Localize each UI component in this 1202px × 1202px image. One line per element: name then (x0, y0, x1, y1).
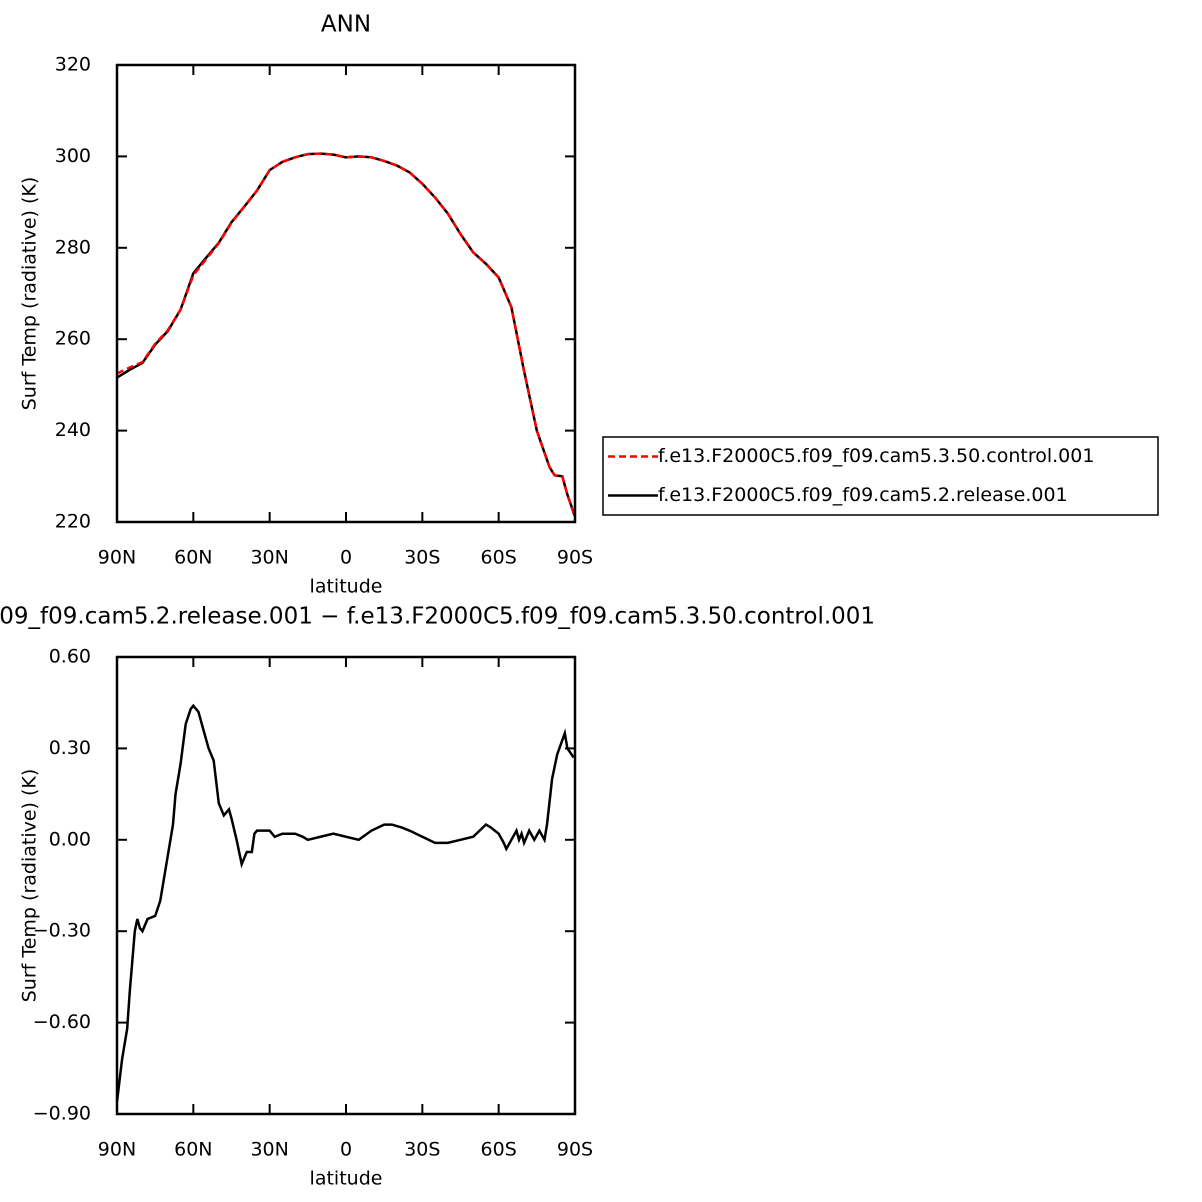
y-tick-label: −0.60 (33, 1011, 91, 1033)
x-tick-label: 90N (98, 547, 136, 569)
x-tick-label: 30S (404, 1139, 440, 1161)
x-tick-label: 30S (404, 547, 440, 569)
x-tick-label: 30N (250, 547, 288, 569)
y-tick-label: 220 (55, 511, 91, 533)
x-tick-label: 60N (174, 547, 212, 569)
x-tick-label: 60N (174, 1139, 212, 1161)
data-line (116, 152, 577, 517)
x-tick-label: 90S (557, 1139, 593, 1161)
legend-label: f.e13.F2000C5.f09_f09.cam5.2.release.001 (658, 484, 1068, 506)
chart-title: ANN (321, 12, 371, 38)
y-tick-label: 280 (55, 236, 91, 258)
x-tick-label: 0 (340, 1139, 352, 1161)
x-tick-label: 90N (98, 1139, 136, 1161)
data-line (116, 152, 577, 518)
y-tick-label: 0.60 (49, 646, 91, 668)
y-tick-label: 0.00 (49, 828, 91, 850)
y-tick-label: 0.30 (49, 737, 91, 759)
y-tick-label: 240 (55, 419, 91, 441)
legend-box (602, 436, 1159, 516)
data-line (115, 703, 575, 1102)
y-tick-label: −0.30 (33, 920, 91, 942)
x-tick-label: 30N (250, 1139, 288, 1161)
x-axis-label: latitude (310, 1168, 383, 1190)
y-tick-label: 260 (55, 328, 91, 350)
plot-frame (115, 655, 577, 1116)
x-tick-label: 60S (481, 547, 517, 569)
chart-title: f.e13.F2000C5.f09_f09.cam5.2.release.001… (0, 604, 875, 630)
x-tick-label: 0 (340, 547, 352, 569)
legend-label: f.e13.F2000C5.f09_f09.cam5.3.50.control.… (658, 445, 1094, 467)
y-tick-label: −0.90 (33, 1103, 91, 1125)
plot-frame (115, 63, 577, 524)
x-axis-label: latitude (310, 576, 383, 598)
x-tick-label: 60S (481, 1139, 517, 1161)
x-tick-label: 90S (557, 547, 593, 569)
y-tick-label: 320 (55, 54, 91, 76)
y-tick-label: 300 (55, 145, 91, 167)
y-axis-label: Surf Temp (radiative) (K) (19, 769, 41, 1003)
y-axis-label: Surf Temp (radiative) (K) (19, 177, 41, 411)
